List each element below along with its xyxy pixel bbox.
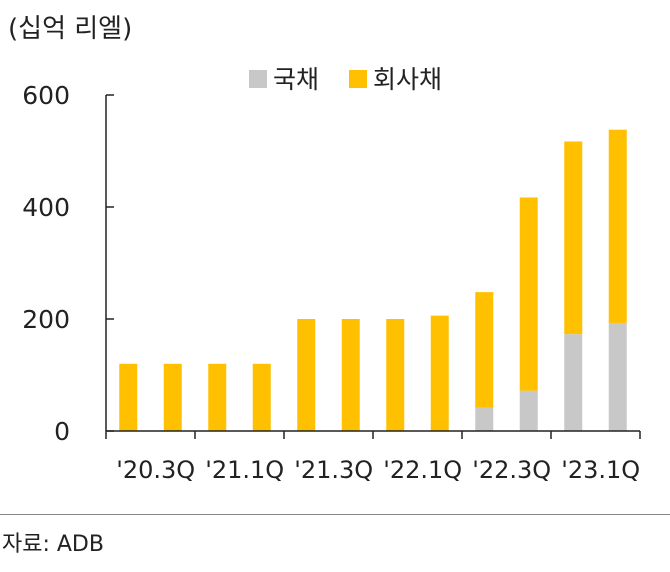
x-tick-label: '22.1Q — [383, 456, 462, 484]
legend-label-corporate: 회사채 — [373, 65, 442, 94]
legend-swatch-corporate — [349, 70, 367, 88]
bar-corporate-6 — [341, 319, 360, 431]
y-axis: 0 200 400 600 — [22, 81, 114, 446]
bar-corporate-8 — [430, 315, 449, 431]
y-tick-label: 400 — [22, 193, 70, 222]
legend: 국채 회사채 — [249, 65, 442, 94]
y-tick-label: 600 — [22, 81, 70, 110]
x-axis: '20.3Q '21.1Q '21.3Q '22.1Q '22.3Q '23.1Q — [105, 430, 641, 484]
bar-corporate-9 — [475, 292, 494, 408]
bar-government-11 — [564, 334, 583, 431]
unit-label: (십억 리엘) — [8, 14, 133, 44]
bar-corporate-7 — [386, 319, 405, 431]
x-tick-label: '21.1Q — [205, 456, 284, 484]
x-tick-label: '21.3Q — [294, 456, 373, 484]
bars — [119, 129, 627, 431]
bar-government-10 — [519, 390, 538, 431]
stacked-bar-chart: 국채 회사채 0 200 400 600 '20.3Q '21.1Q '21.3Q '22.1… — [22, 65, 641, 484]
bar-corporate-5 — [297, 319, 316, 431]
bar-corporate-10 — [519, 197, 538, 391]
y-tick-label: 200 — [22, 305, 70, 334]
bar-corporate-3 — [208, 363, 227, 431]
legend-swatch-government — [249, 70, 267, 88]
bar-corporate-11 — [564, 141, 583, 335]
bar-corporate-2 — [163, 363, 182, 431]
y-tick-label: 0 — [54, 417, 70, 446]
x-tick-label: '22.3Q — [472, 456, 551, 484]
bar-corporate-1 — [119, 363, 138, 431]
bar-corporate-12 — [608, 129, 627, 323]
x-tick-label: '20.3Q — [116, 456, 195, 484]
legend-label-government: 국채 — [273, 65, 319, 94]
x-tick-label: '23.1Q — [561, 456, 640, 484]
bar-government-9 — [475, 407, 494, 431]
source-note: 자료: ADB — [2, 532, 104, 557]
bar-government-12 — [608, 322, 627, 431]
source-divider — [0, 514, 670, 515]
bar-corporate-4 — [252, 363, 271, 431]
